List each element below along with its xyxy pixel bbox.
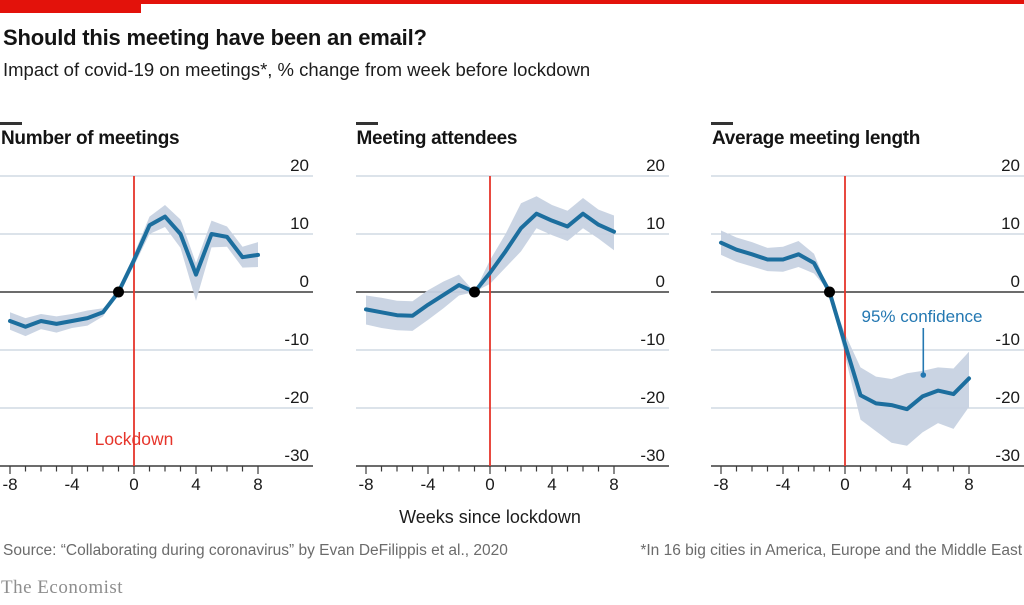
y-tick-label: -30 (284, 446, 309, 465)
panel-heading-tick (711, 121, 733, 126)
panel-average-meeting-length: Average meeting length 20 10 0 -10 -20 -30 -8 -… (711, 121, 1024, 501)
page-title: Should this meeting have been an email? (3, 25, 427, 50)
y-tick-label: 0 (655, 272, 664, 291)
trend-line (363, 211, 616, 318)
page-header: Should this meeting have been an email? … (0, 0, 1024, 81)
x-tick-label: 0 (840, 475, 849, 494)
footnote: *In 16 big cities in America, Europe and… (640, 541, 1022, 559)
y-tick-label: 10 (646, 214, 665, 233)
y-tick-label: -10 (995, 330, 1020, 349)
page-subtitle: Impact of covid-19 on meetings*, % chang… (3, 59, 591, 81)
y-tick-label: 20 (1001, 156, 1020, 175)
y-tick-label: -20 (284, 388, 309, 407)
x-tick-label: 8 (609, 475, 618, 494)
x-tick-label: 0 (129, 475, 138, 494)
x-tick-label: 4 (902, 475, 911, 494)
red-rule-line (0, 0, 1024, 4)
x-tick-label: 8 (964, 475, 973, 494)
x-tick-label: 4 (547, 475, 556, 494)
reference-week-marker (468, 286, 480, 298)
chart-panels: Number of meetings 20 10 0 -10 -20 -30 -8 -4 0 4 8… (0, 121, 1024, 501)
y-tick-label: -30 (640, 446, 665, 465)
confidence-label: 95% confidence (862, 307, 983, 326)
y-tick-label: -10 (640, 330, 665, 349)
trend-line (719, 240, 971, 412)
x-tick-label: 8 (253, 475, 262, 494)
panel-heading-tick (355, 121, 378, 126)
y-tick-label: -10 (284, 330, 309, 349)
panel-title: Average meeting length (712, 128, 921, 150)
reference-week-marker (113, 286, 124, 298)
panel-number-of-meetings: Number of meetings 20 10 0 -10 -20 -30 -8 -4 0 4 8… (0, 121, 313, 501)
y-tick-label: -30 (995, 446, 1020, 465)
line-chart-number-of-meetings: 20 10 0 -10 -20 -30 -8 -4 0 4 8 Lockdown (0, 156, 313, 494)
panel-heading-tick (0, 121, 22, 126)
x-tick-label: 0 (485, 475, 494, 494)
y-tick-label: 0 (1011, 272, 1020, 291)
x-tick-label: -8 (358, 475, 373, 494)
source-note: Source: “Collaborating during coronaviru… (3, 541, 508, 559)
x-tick-label: 4 (191, 475, 200, 494)
confidence-callout-dot (920, 372, 927, 378)
y-tick-label: 20 (290, 156, 309, 175)
red-rule-tab (0, 0, 141, 13)
trend-line (8, 214, 260, 329)
y-tick-label: 10 (1001, 214, 1020, 233)
x-tick-label: -4 (420, 475, 435, 494)
y-tick-label: -20 (640, 388, 665, 407)
lockdown-label: Lockdown (95, 429, 174, 449)
panel-title: Number of meetings (1, 128, 180, 150)
brand-logo: The Economist (1, 576, 124, 598)
panel-title: Meeting attendees (356, 128, 518, 150)
y-tick-label: 10 (290, 214, 309, 233)
x-tick-label: -8 (713, 475, 728, 494)
line-chart-average-meeting-length: 20 10 0 -10 -20 -30 -8 -4 0 4 8 95% confidence (711, 156, 1024, 494)
reference-week-marker (824, 286, 835, 298)
line-chart-meeting-attendees: 20 10 0 -10 -20 -30 -8 -4 0 4 8 (355, 156, 669, 494)
x-tick-label: -4 (775, 475, 790, 494)
x-tick-label: -8 (2, 475, 17, 494)
y-tick-label: 20 (646, 156, 665, 175)
x-axis-title: Weeks since lockdown (399, 506, 581, 527)
y-tick-label: 0 (300, 272, 309, 291)
y-tick-label: -20 (995, 388, 1020, 407)
footer: Source: “Collaborating during coronaviru… (0, 542, 1024, 560)
x-tick-label: -4 (64, 475, 79, 494)
panel-meeting-attendees: Meeting attendees 20 10 0 -10 -20 -30 -8 -4 0 4 8 (355, 121, 669, 501)
top-red-rule (0, 0, 1024, 13)
